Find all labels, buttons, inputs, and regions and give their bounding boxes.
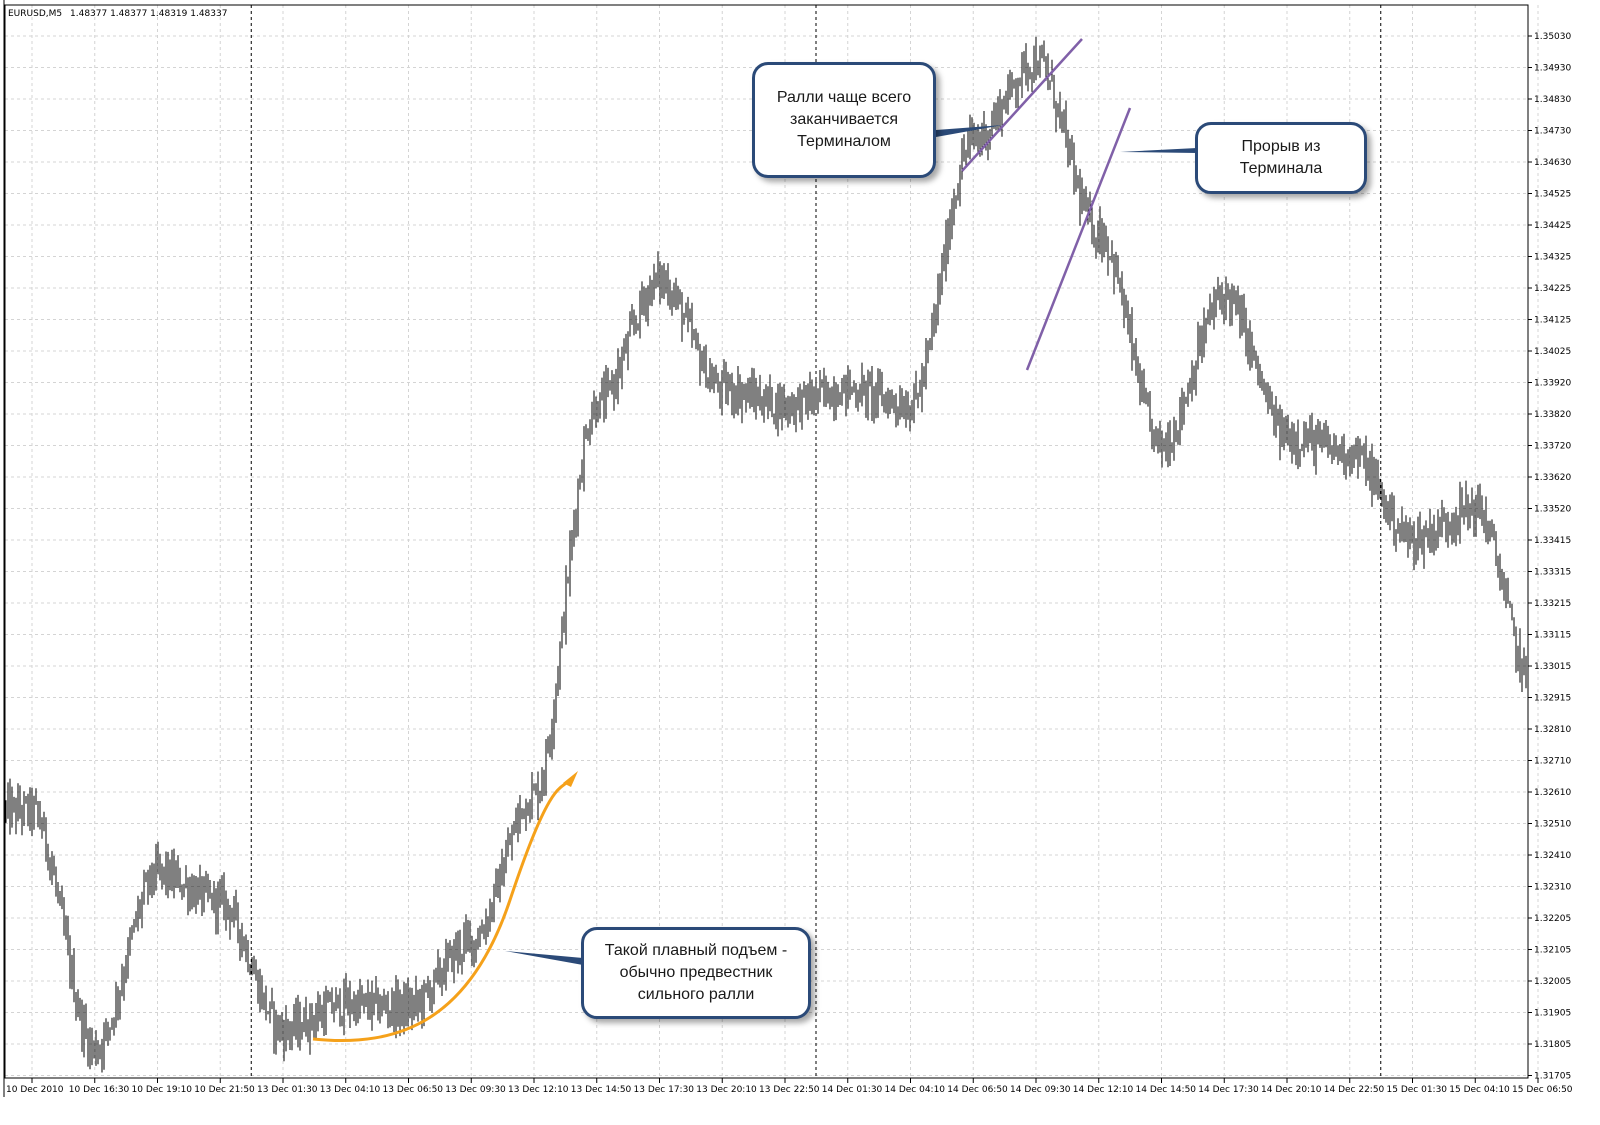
x-tick-label: 14 Dec 12:10	[1073, 1085, 1134, 1095]
y-tick-label: 1.32205	[1534, 914, 1571, 924]
ohlc-readout: 1.48377 1.48377 1.48319 1.48337	[70, 9, 227, 19]
y-tick-label: 1.32610	[1534, 788, 1571, 798]
y-tick-label: 1.33820	[1534, 410, 1571, 420]
y-tick-label: 1.33215	[1534, 599, 1571, 609]
axes: 1.35030 1.34930 1.34830 1.34730 1.34630 1.345…	[3, 0, 1573, 1097]
x-tick-label: 14 Dec 09:30	[1010, 1085, 1071, 1095]
y-tick-label: 1.35030	[1534, 32, 1571, 42]
grid-lines	[5, 5, 1539, 1078]
smooth-rise-arrow	[312, 778, 572, 1043]
y-tick-label: 1.34930	[1534, 64, 1571, 74]
x-tick-label: 13 Dec 20:10	[696, 1085, 757, 1095]
lower-trend-line	[1025, 107, 1132, 371]
x-tick-label: 13 Dec 01:30	[257, 1085, 318, 1095]
y-tick-label: 1.32810	[1534, 725, 1571, 735]
callout-pointer-top	[936, 125, 1003, 137]
y-tick-label: 1.31805	[1534, 1040, 1571, 1050]
y-tick-label: 1.34730	[1534, 127, 1571, 137]
y-tick-label: 1.32105	[1534, 946, 1571, 956]
x-tick-label: 15 Dec 06:50	[1512, 1085, 1573, 1095]
y-tick-label: 1.34125	[1534, 316, 1571, 326]
x-tick-label: 14 Dec 22:50	[1324, 1085, 1385, 1095]
x-tick-label: 10 Dec 21:50	[194, 1085, 255, 1095]
y-tick-label: 1.34025	[1534, 347, 1571, 357]
y-tick-label: 1.33520	[1534, 505, 1571, 515]
x-tick-label: 13 Dec 14:50	[571, 1085, 632, 1095]
symbol-label: EURUSD,M5	[8, 9, 62, 19]
x-tick-label: 14 Dec 04:10	[885, 1085, 946, 1095]
upper-trend-line	[961, 38, 1083, 172]
plot-frame	[4, 4, 1529, 1079]
y-tick-label: 1.32510	[1534, 820, 1571, 830]
y-tick-label: 1.33620	[1534, 473, 1571, 483]
y-tick-label: 1.31905	[1534, 1009, 1571, 1019]
y-tick-label: 1.34325	[1534, 253, 1571, 263]
y-tick-label: 1.31705	[1534, 1072, 1571, 1082]
y-tick-label: 1.32710	[1534, 757, 1571, 767]
callout-pointer-bottom	[505, 951, 583, 965]
price-bars	[5, 36, 1527, 1073]
x-tick-label: 13 Dec 04:10	[320, 1085, 381, 1095]
y-tick-label: 1.34630	[1534, 158, 1571, 168]
x-tick-label: 13 Dec 06:50	[383, 1085, 444, 1095]
x-tick-label: 15 Dec 04:10	[1449, 1085, 1510, 1095]
y-tick-label: 1.32410	[1534, 851, 1571, 861]
callout-pointer-breakout	[1120, 148, 1197, 153]
x-tick-label: 14 Dec 17:30	[1198, 1085, 1259, 1095]
y-tick-label: 1.33315	[1534, 568, 1571, 578]
x-tick-label: 14 Dec 01:30	[822, 1085, 883, 1095]
x-tick-label: 13 Dec 09:30	[445, 1085, 506, 1095]
y-tick-label: 1.32915	[1534, 694, 1571, 704]
x-tick-label: 14 Dec 20:10	[1261, 1085, 1322, 1095]
drawn-objects[interactable]	[312, 38, 1197, 1043]
y-tick-label: 1.34830	[1534, 95, 1571, 105]
y-tick-label: 1.34525	[1534, 190, 1571, 200]
x-tick-label: 13 Dec 22:50	[759, 1085, 820, 1095]
y-tick-label: 1.33115	[1534, 631, 1571, 641]
y-tick-label: 1.33720	[1534, 442, 1571, 452]
y-tick-label: 1.34225	[1534, 284, 1571, 294]
y-tick-label: 1.33415	[1534, 536, 1571, 546]
callout-terminal-ending[interactable]: Ралли чаще всего заканчивается Терминало…	[752, 62, 936, 178]
x-tick-label: 14 Dec 06:50	[947, 1085, 1008, 1095]
arrow-head	[563, 771, 578, 787]
y-tick-label: 1.33015	[1534, 662, 1571, 672]
y-tick-label: 1.33920	[1534, 379, 1571, 389]
y-tick-label: 1.32005	[1534, 977, 1571, 987]
y-tick-label: 1.32310	[1534, 883, 1571, 893]
y-tick-label: 1.34425	[1534, 221, 1571, 231]
x-tick-label: 13 Dec 12:10	[508, 1085, 569, 1095]
x-tick-label: 14 Dec 14:50	[1136, 1085, 1197, 1095]
callout-smooth-rise[interactable]: Такой плавный подъем - обычно предвестни…	[581, 927, 811, 1019]
x-tick-label: 13 Dec 17:30	[634, 1085, 695, 1095]
x-tick-label: 10 Dec 19:10	[132, 1085, 193, 1095]
x-tick-label: 15 Dec 01:30	[1387, 1085, 1448, 1095]
x-tick-label: 10 Dec 16:30	[69, 1085, 130, 1095]
x-tick-label: 10 Dec 2010	[6, 1085, 64, 1095]
callout-terminal-breakout[interactable]: Прорыв из Терминала	[1195, 122, 1367, 194]
period-separators	[250, 5, 1382, 1078]
